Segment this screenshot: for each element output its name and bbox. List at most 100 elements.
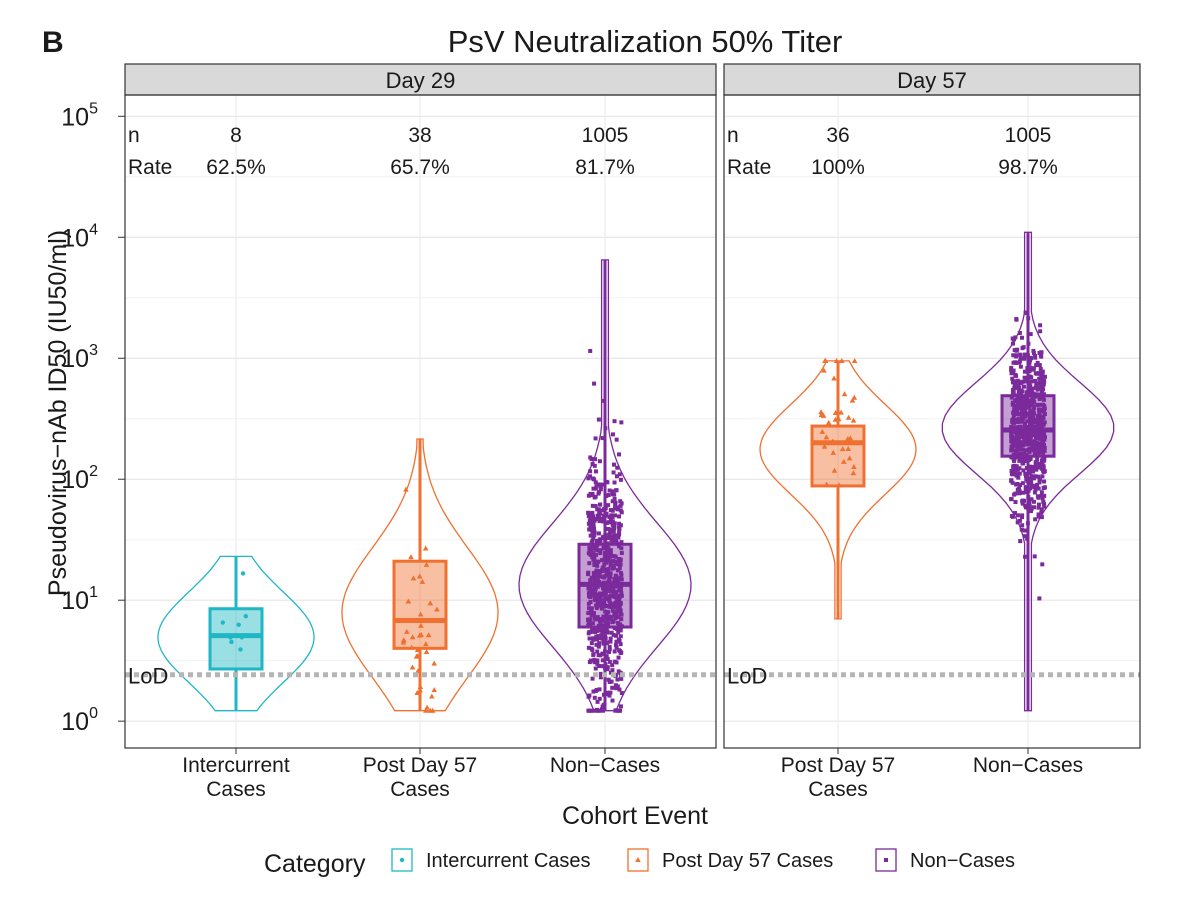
data-point	[589, 641, 594, 646]
data-point	[612, 521, 617, 526]
data-point	[1037, 385, 1042, 390]
data-point	[1041, 416, 1046, 421]
data-point	[1016, 389, 1021, 394]
data-point	[1033, 517, 1038, 522]
data-point	[610, 508, 615, 513]
data-point	[1036, 444, 1041, 449]
rate-value: 65.7%	[390, 156, 450, 179]
data-point	[595, 649, 600, 654]
data-point	[601, 586, 606, 591]
data-point	[419, 578, 426, 584]
data-point	[1028, 384, 1033, 389]
data-point	[592, 660, 597, 665]
data-point	[605, 640, 610, 645]
data-point	[610, 563, 615, 568]
data-point	[588, 491, 593, 496]
data-point	[613, 595, 618, 600]
data-point	[1036, 486, 1041, 491]
data-point	[424, 704, 430, 710]
data-point	[588, 533, 593, 538]
data-point	[592, 590, 597, 595]
data-point	[1010, 380, 1015, 385]
data-point	[1010, 446, 1015, 451]
data-point	[611, 470, 616, 475]
data-point	[615, 562, 620, 567]
data-point	[595, 699, 600, 704]
data-point	[614, 576, 619, 581]
data-point	[617, 588, 622, 593]
data-point	[1027, 414, 1032, 419]
data-point	[609, 630, 614, 635]
data-point	[1021, 356, 1026, 361]
data-point	[617, 530, 622, 535]
data-point	[595, 603, 600, 608]
data-point	[240, 571, 246, 576]
data-point	[1025, 419, 1030, 424]
data-point	[850, 470, 857, 476]
data-point	[612, 506, 617, 511]
data-point	[431, 660, 438, 666]
x-tick-label: Cases	[206, 778, 266, 801]
data-point	[619, 577, 624, 582]
data-point	[606, 503, 611, 508]
data-point	[410, 575, 417, 581]
data-point	[1035, 451, 1040, 456]
data-point	[616, 614, 621, 619]
data-point	[598, 599, 603, 604]
data-point	[595, 513, 600, 518]
legend-marker	[635, 857, 641, 862]
data-point	[590, 648, 595, 653]
data-point	[586, 591, 591, 596]
data-point	[591, 593, 596, 598]
data-point	[1036, 514, 1041, 519]
data-point	[593, 436, 598, 441]
data-point	[591, 689, 596, 694]
data-point	[611, 590, 616, 595]
data-point	[1039, 350, 1044, 355]
data-point	[418, 622, 424, 628]
data-point	[1027, 470, 1032, 475]
data-point	[611, 619, 616, 624]
data-point	[609, 536, 614, 541]
data-point	[613, 611, 618, 616]
data-point	[586, 606, 591, 611]
data-point	[593, 630, 598, 635]
data-point	[1040, 369, 1045, 374]
data-point	[612, 649, 617, 654]
data-point	[589, 588, 594, 593]
data-point	[831, 375, 837, 381]
panel-border	[723, 94, 1141, 749]
data-point	[1023, 410, 1028, 415]
y-tick-label: 101	[61, 584, 98, 615]
data-point	[610, 608, 615, 613]
data-point	[596, 491, 601, 496]
data-point	[590, 491, 595, 496]
data-point	[607, 520, 612, 525]
data-point	[846, 455, 853, 461]
data-point	[605, 569, 610, 574]
data-point	[610, 566, 615, 571]
data-point	[1009, 497, 1014, 502]
data-point	[613, 601, 618, 606]
data-point	[1037, 436, 1042, 441]
data-point	[610, 594, 615, 599]
data-point	[606, 677, 611, 682]
data-point	[592, 561, 597, 566]
data-point	[606, 610, 611, 615]
data-point	[589, 629, 594, 634]
data-point	[1018, 424, 1023, 429]
data-point	[838, 409, 844, 415]
data-point	[619, 650, 624, 655]
data-point	[1029, 379, 1034, 384]
data-point	[589, 613, 594, 618]
data-point	[1011, 438, 1016, 443]
data-point	[600, 636, 605, 641]
data-point	[1039, 510, 1044, 515]
data-point	[607, 515, 612, 520]
data-point	[1020, 346, 1025, 351]
data-point	[1031, 474, 1036, 479]
data-point	[1014, 360, 1019, 365]
data-point	[1042, 445, 1047, 450]
data-point	[1013, 500, 1018, 505]
data-point	[1041, 469, 1046, 474]
